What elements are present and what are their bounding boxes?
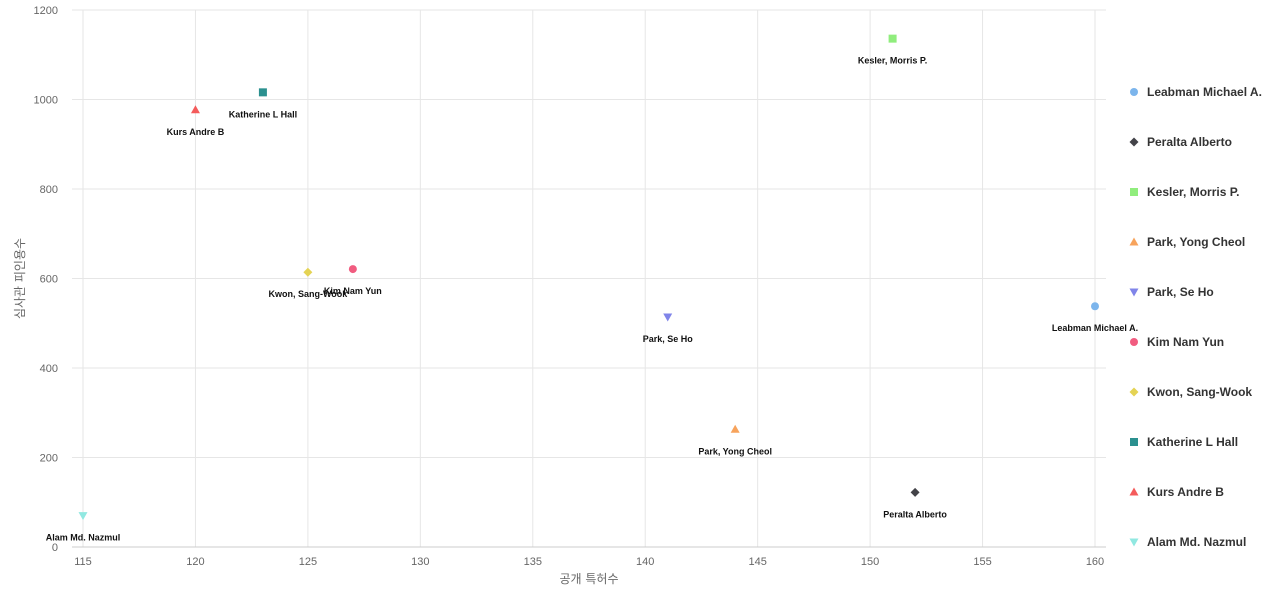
- y-tick-label: 600: [40, 274, 58, 286]
- gridlines: [72, 9, 1106, 548]
- legend-label: Kwon, Sang-Wook: [1147, 385, 1252, 399]
- legend-label: Park, Yong Cheol: [1147, 235, 1245, 249]
- data-point: [258, 88, 267, 97]
- x-tick-label: 140: [636, 556, 654, 568]
- legend-item[interactable]: Alam Md. Nazmul: [1129, 535, 1247, 549]
- legend-label: Park, Se Ho: [1147, 285, 1214, 299]
- data-label: Katherine L Hall: [229, 109, 297, 119]
- legend-symbol: [1129, 538, 1139, 547]
- data-point: [910, 487, 920, 497]
- x-tick-label: 150: [861, 556, 879, 568]
- legend-label: Peralta Alberto: [1147, 135, 1232, 149]
- data-point: [1091, 302, 1099, 311]
- legend-symbol: [1130, 188, 1138, 196]
- legend-label: Alam Md. Nazmul: [1147, 535, 1246, 549]
- y-axis-title: 심사관 피인용수: [13, 238, 27, 319]
- y-tick-label: 1200: [34, 5, 58, 17]
- data-point: [78, 512, 88, 521]
- data-point: [348, 265, 357, 274]
- legend-item[interactable]: Kurs Andre B: [1129, 485, 1225, 499]
- legend-label: Katherine L Hall: [1147, 435, 1238, 449]
- legend-symbol: [1130, 88, 1138, 96]
- legend-item[interactable]: Peralta Alberto: [1129, 135, 1232, 149]
- x-axis-title: 공개 특허수: [559, 572, 618, 586]
- x-tick-label: 115: [74, 556, 92, 568]
- y-tick-label: 200: [40, 453, 58, 465]
- y-tick-label: 800: [40, 184, 58, 196]
- data-point: [190, 105, 200, 114]
- data-point: [663, 313, 673, 322]
- legend-symbol: [1129, 137, 1139, 147]
- legend-item[interactable]: Kwon, Sang-Wook: [1129, 385, 1253, 399]
- legend-item[interactable]: Park, Se Ho: [1129, 285, 1214, 299]
- data-label: Kim Nam Yun: [324, 286, 382, 296]
- x-tick-label: 130: [411, 556, 429, 568]
- legend-item[interactable]: Katherine L Hall: [1130, 435, 1238, 449]
- legend-symbol: [1130, 438, 1138, 446]
- data-point: [730, 424, 740, 433]
- data-points: Leabman Michael A. Peralta Alberto Kesler,…: [46, 34, 1138, 543]
- data-label: Peralta Alberto: [883, 509, 947, 519]
- legend: Leabman Michael A. Peralta Alberto Kesler,…: [1129, 85, 1262, 549]
- y-tick-label: 0: [52, 542, 58, 554]
- legend-item[interactable]: Leabman Michael A.: [1130, 85, 1262, 99]
- y-tick-label: 400: [40, 363, 58, 375]
- data-label: Kwon, Sang-Wook: [268, 289, 348, 299]
- x-tick-label: 160: [1086, 556, 1104, 568]
- legend-label: Kesler, Morris P.: [1147, 185, 1240, 199]
- x-tick-labels: 115 120 125 130 135 140 145 150 155 160: [74, 556, 1104, 568]
- y-tick-label: 1000: [34, 95, 58, 107]
- data-label: Leabman Michael A.: [1052, 323, 1138, 333]
- legend-item[interactable]: Kim Nam Yun: [1130, 335, 1224, 349]
- data-label: Park, Yong Cheol: [698, 446, 772, 456]
- legend-label: Kurs Andre B: [1147, 485, 1224, 499]
- data-label: Alam Md. Nazmul: [46, 533, 121, 543]
- data-label: Park, Se Ho: [643, 334, 694, 344]
- legend-symbol: [1129, 237, 1139, 246]
- x-tick-label: 135: [524, 556, 542, 568]
- y-tick-labels: 0 200 400 600 800 1000 1200: [34, 5, 58, 554]
- legend-symbol: [1129, 387, 1139, 397]
- legend-label: Kim Nam Yun: [1147, 335, 1224, 349]
- legend-symbol: [1130, 338, 1138, 346]
- legend-symbol: [1129, 288, 1139, 297]
- data-label: Kurs Andre B: [167, 127, 225, 137]
- legend-item[interactable]: Kesler, Morris P.: [1130, 185, 1240, 199]
- data-point: [888, 34, 897, 43]
- legend-symbol: [1129, 487, 1139, 496]
- data-point: [303, 267, 313, 277]
- data-label: Kesler, Morris P.: [858, 56, 927, 66]
- legend-label: Leabman Michael A.: [1147, 85, 1262, 99]
- x-tick-label: 125: [299, 556, 317, 568]
- x-tick-label: 120: [186, 556, 204, 568]
- x-tick-label: 155: [973, 556, 991, 568]
- x-tick-label: 145: [748, 556, 766, 568]
- legend-item[interactable]: Park, Yong Cheol: [1129, 235, 1246, 249]
